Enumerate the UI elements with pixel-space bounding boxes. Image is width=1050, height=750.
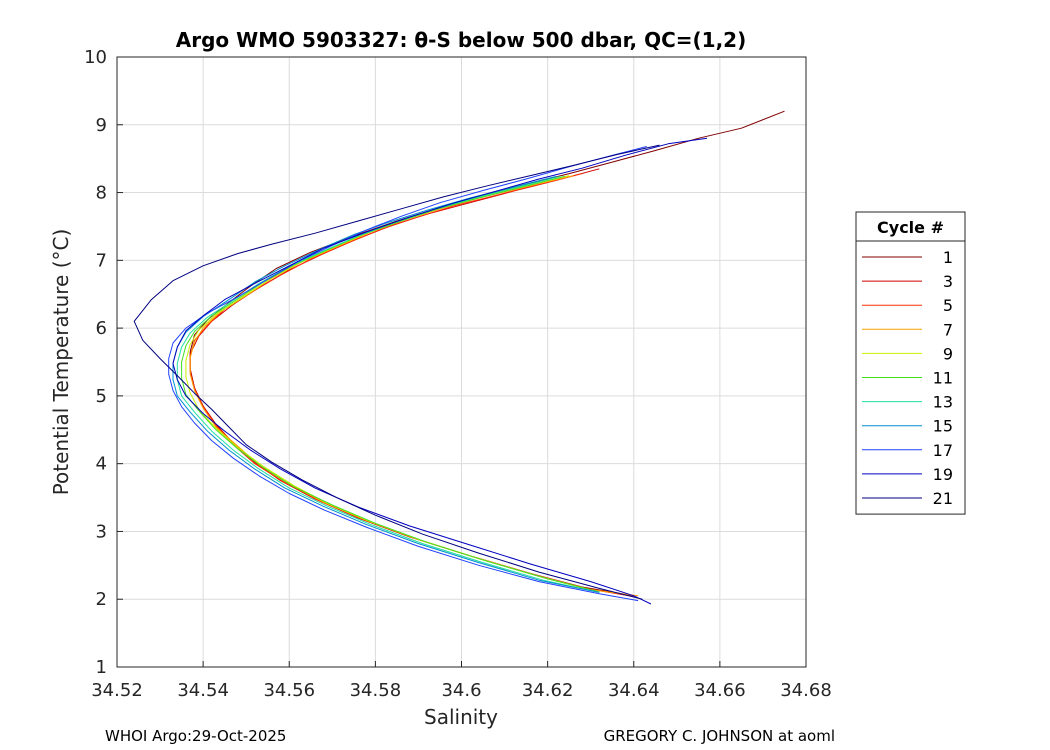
- y-tick-label: 9: [96, 115, 107, 136]
- legend-label-cycle-17: 17: [933, 441, 953, 460]
- series-line-cycle-17: [168, 146, 647, 602]
- y-tick-label: 1: [96, 657, 107, 678]
- legend-label-cycle-21: 21: [933, 489, 953, 508]
- y-tick-label: 5: [96, 386, 107, 407]
- y-axis-label: Potential Temperature (°C): [49, 229, 73, 496]
- legend-label-cycle-5: 5: [943, 296, 953, 315]
- series-line-cycle-21: [133, 144, 660, 600]
- series-line-cycle-11: [181, 175, 600, 593]
- legend-label-cycle-9: 9: [943, 344, 953, 363]
- y-ticks: 1 2 3 4 5 6 7 8 9 10: [84, 47, 123, 678]
- x-axis-label: Salinity: [424, 705, 498, 729]
- legend-label-cycle-1: 1: [943, 248, 953, 267]
- footer-left: WHOI Argo:29-Oct-2025: [105, 727, 286, 745]
- legend-label-cycle-7: 7: [943, 320, 953, 339]
- y-tick-label: 6: [96, 318, 107, 339]
- x-tick-label: 34.66: [694, 680, 746, 701]
- y-tick-label: 2: [96, 589, 107, 610]
- x-tick-label: 34.54: [177, 680, 229, 701]
- y-tick-label: 8: [96, 183, 107, 204]
- x-tick-label: 34.64: [608, 680, 660, 701]
- x-tick-label: 34.58: [350, 680, 402, 701]
- legend-label-cycle-19: 19: [933, 465, 953, 484]
- y-tick-label: 7: [96, 250, 107, 271]
- legend-title: Cycle #: [877, 218, 944, 237]
- x-tick-label: 34.52: [91, 680, 143, 701]
- x-ticks: 34.52 34.54 34.56 34.58 34.6 34.62 34.64 34.66 3…: [91, 661, 832, 701]
- legend-label-cycle-11: 11: [933, 369, 953, 388]
- y-tick-label: 4: [96, 454, 107, 475]
- x-tick-label: 34.68: [780, 680, 832, 701]
- series-lines: [133, 110, 785, 605]
- legend-label-cycle-3: 3: [943, 272, 953, 291]
- legend-box: [855, 211, 966, 515]
- series-line-cycle-19: [172, 137, 708, 605]
- chart-title: Argo WMO 5903327: θ-S below 500 dbar, QC…: [176, 28, 746, 52]
- x-tick-label: 34.6: [441, 680, 481, 701]
- legend-label-cycle-15: 15: [933, 417, 953, 436]
- legend-label-cycle-13: 13: [933, 393, 953, 412]
- x-tick-label: 34.56: [263, 680, 315, 701]
- y-tick-label: 3: [96, 521, 107, 542]
- footer-right: GREGORY C. JOHNSON at aoml: [604, 727, 835, 745]
- x-tick-label: 34.62: [522, 680, 574, 701]
- y-tick-label: 10: [84, 47, 107, 68]
